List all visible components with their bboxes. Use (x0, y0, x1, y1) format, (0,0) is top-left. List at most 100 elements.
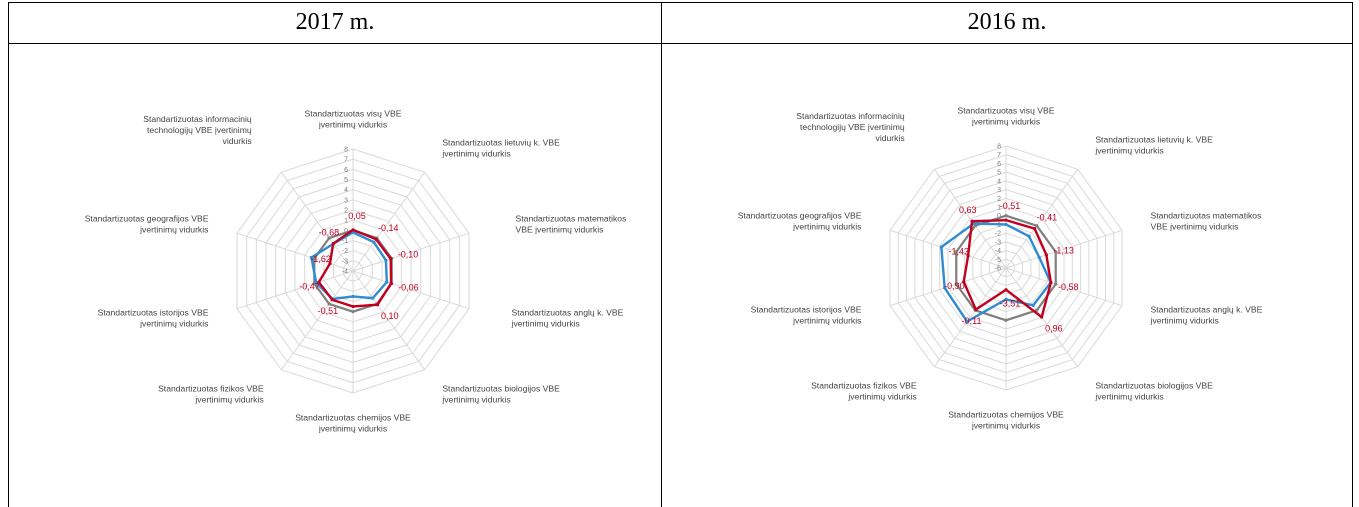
series-point-2016-1-8 (939, 245, 943, 249)
data-label-2016-3: -0,58 (1058, 282, 1079, 292)
axis-label-2016-2: Standartizuotas matematikos VBE įvertinim… (1151, 211, 1262, 232)
series-point-2017-2-7 (317, 280, 321, 284)
axis-label-2016-4: Standartizuotas biologijos VBE įvertinimų… (1095, 380, 1213, 401)
series-point-2017-2-1 (374, 237, 378, 241)
series-point-2016-2-4 (1040, 315, 1044, 319)
table-column-divider (661, 2, 662, 507)
series-point-2017-2-0 (351, 228, 355, 232)
tick-label-2016-6: 0 (997, 213, 1001, 220)
axis-label-line-2016-9-1: technologijų VBE įvertinimų (800, 122, 905, 132)
series-point-2017-2-4 (375, 303, 380, 307)
axis-label-2016-3: Standartizuotas anglų k. VBE įvertinimų v… (1151, 304, 1263, 325)
tick-label-2017-10: 6 (344, 167, 348, 174)
axis-label-2016-7: Standartizuotas istorijos VBE įvertinimų … (751, 304, 862, 325)
axis-label-line-2016-6-1: įvertinimų vidurkis (848, 391, 916, 401)
series-point-2016-2-6 (974, 307, 978, 312)
data-label-2016-0: -0,51 (1000, 201, 1021, 211)
axis-label-2016-0: Standartizuotas visų VBE įvertinimų vidur… (958, 106, 1055, 127)
grid-spoke-2016-3 (1005, 267, 1123, 307)
series-point-2016-0-0 (1004, 214, 1008, 218)
series-point-2016-2-5 (1004, 288, 1008, 292)
axis-label-line-2017-5-1: įvertinimų vidurkis (319, 424, 387, 434)
axis-label-line-2016-1-0: Standartizuotas lietuvių k. VBE (1095, 135, 1213, 145)
series-point-2016-1-7 (943, 286, 947, 290)
tick-label-2016-11: 5 (997, 170, 1001, 177)
axis-label-2017-4: Standartizuotas biologijos VBE įvertinimų… (442, 383, 560, 404)
axis-label-line-2016-6-0: Standartizuotas fizikos VBE (811, 380, 917, 390)
axis-label-line-2017-9-0: Standartizuotas informacinių (143, 114, 252, 124)
tick-label-2017-11: 7 (344, 157, 348, 164)
axis-label-line-2017-1-1: įvertinimų vidurkis (442, 149, 510, 159)
axis-label-2016-8: Standartizuotas geografijos VBE įvertinim… (738, 211, 862, 232)
series-point-2016-1-2 (1037, 255, 1041, 259)
series-point-2016-1-1 (1027, 234, 1031, 238)
axis-label-line-2017-7-1: įvertinimų vidurkis (140, 318, 208, 328)
tick-label-2016-0: -6 (995, 266, 1001, 273)
axis-label-2016-1: Standartizuotas lietuvių k. VBE įvertinim… (1095, 135, 1213, 156)
series-point-2017-1-3 (385, 280, 389, 284)
table-border-top (8, 2, 1352, 3)
axis-label-2017-5: Standartizuotas chemijos VBE įvertinimų v… (295, 413, 411, 434)
tick-label-2016-5: -1 (995, 222, 1001, 229)
grid-spoke-2017-3 (352, 270, 470, 310)
tick-label-2016-7: 1 (997, 205, 1001, 212)
axis-label-line-2016-8-0: Standartizuotas geografijos VBE (738, 211, 862, 221)
axis-label-line-2017-6-1: įvertinimų vidurkis (195, 394, 263, 404)
tick-label-2017-9: 5 (344, 177, 348, 184)
grid-spoke-2017-9 (280, 172, 354, 272)
series-point-2016-0-4 (1035, 308, 1039, 312)
axis-label-line-2016-4-1: įvertinimų vidurkis (1095, 391, 1163, 401)
series-point-2017-0-9 (327, 236, 331, 240)
series-point-2017-1-5 (351, 294, 355, 299)
series-point-2016-2-0 (1004, 218, 1008, 222)
data-label-2017-6: -0,51 (318, 306, 339, 316)
tick-label-2016-10: 4 (997, 178, 1001, 185)
series-point-2016-2-7 (962, 280, 966, 284)
axis-label-2017-0: Standartizuotas visų VBE įvertinimų vidur… (305, 109, 402, 130)
axis-label-line-2017-8-0: Standartizuotas geografijos VBE (85, 214, 209, 224)
series-point-2017-0-8 (312, 256, 316, 261)
axis-label-line-2017-6-0: Standartizuotas fizikos VBE (158, 383, 264, 393)
table-border-left (8, 2, 9, 507)
tick-label-2016-2: -4 (995, 248, 1001, 255)
series-point-2017-1-1 (372, 240, 376, 244)
table-header-divider (8, 43, 1352, 44)
grid-spoke-2016-8 (889, 229, 1007, 269)
table-border-right (1352, 2, 1353, 507)
axis-label-2017-3: Standartizuotas anglų k. VBE įvertinimų v… (512, 307, 624, 328)
data-label-2017-2: -0,10 (398, 249, 419, 259)
series-point-2017-1-7 (314, 281, 318, 285)
grid-spoke-2017-7 (236, 270, 354, 310)
series-point-2017-2-8 (328, 261, 332, 266)
axis-label-line-2016-9-0: Standartizuotas informacinių (796, 111, 905, 121)
axis-label-line-2017-1-0: Standartizuotas lietuvių k. VBE (442, 138, 560, 148)
radar-chart-2017: -4 -3 -2 -1 0 1 2 3 4 5 6 7 8 0,05 -0,14 -0,10 -0,06 0,10… (85, 109, 627, 434)
tick-label-2016-8: 2 (997, 196, 1001, 203)
tick-label-2017-3: -1 (342, 238, 348, 245)
data-label-2016-7: -0,90 (944, 281, 965, 291)
grid-spoke-2016-2 (1005, 229, 1123, 269)
series-point-2016-0-7 (954, 282, 958, 286)
grid-spoke-2016-9 (933, 169, 1007, 269)
data-label-2017-0: 0,05 (348, 211, 366, 221)
series-point-2016-1-5 (1004, 297, 1008, 301)
axis-label-2017-6: Standartizuotas fizikos VBE įvertinimų vi… (158, 383, 264, 404)
axis-label-line-2017-3-0: Standartizuotas anglų k. VBE (512, 307, 624, 317)
header-2016: 2016 m. (967, 9, 1047, 35)
data-label-2016-6: -0,11 (962, 316, 982, 326)
tick-label-2017-5: 1 (344, 218, 348, 225)
series-point-2017-1-2 (384, 258, 388, 262)
series-point-2016-0-3 (1054, 282, 1058, 286)
axis-label-line-2017-2-0: Standartizuotas matematikos (516, 214, 627, 224)
grid-spoke-2016-6 (933, 267, 1007, 367)
tick-label-2016-9: 3 (997, 187, 1001, 194)
series-point-2016-1-4 (1031, 303, 1035, 307)
series-point-2016-2-8 (966, 254, 970, 258)
tick-label-2017-12: 8 (344, 147, 348, 154)
data-label-2016-8: -1,43 (949, 246, 970, 256)
radar-chart-2016: -6 -5 -4 -3-2 -1 01 2 3 45 6 78 -0,51 -0,41 -1,13 -0,5… (738, 106, 1263, 431)
series-point-2017-2-3 (389, 281, 393, 285)
axis-label-2017-2: Standartizuotas matematikos VBE įvertinim… (516, 214, 627, 235)
series-point-2017-1-4 (371, 296, 375, 300)
axis-label-line-2016-9-2: vidurkis (876, 133, 905, 143)
